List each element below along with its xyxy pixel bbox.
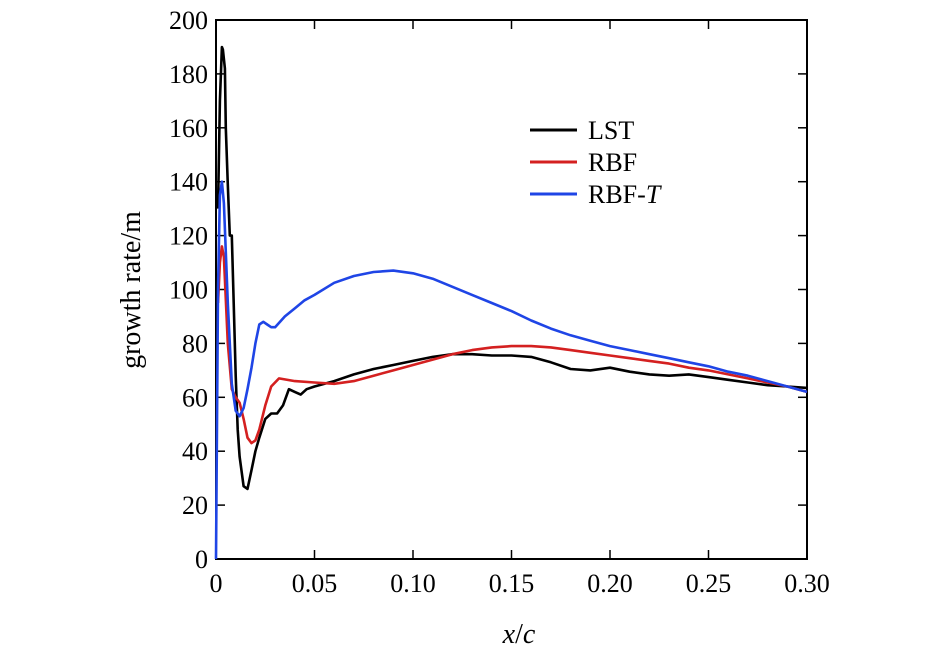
y-tick-label: 80: [182, 329, 208, 358]
x-axis-title-den: c: [523, 619, 536, 650]
y-tick-label: 160: [169, 114, 208, 143]
legend-label-main: RBF: [588, 148, 637, 177]
data-series: [214, 45, 808, 560]
legend-label-rbf: RBF: [588, 148, 637, 177]
legend-label-main: RBF-: [588, 180, 646, 209]
series-line-rbf-t: [214, 180, 808, 560]
y-tick-label: 20: [182, 491, 208, 520]
legend-label-rbf-t: RBF-T: [588, 180, 662, 209]
legend-label-main: LST: [588, 116, 634, 145]
x-tick-label: 0.10: [390, 569, 436, 598]
x-tick-label: 0.15: [489, 569, 535, 598]
series-line-lst: [216, 45, 808, 491]
legend-label-suffix: T: [646, 180, 662, 209]
axis-ticks: [215, 19, 808, 560]
y-tick-label: 180: [169, 60, 208, 89]
x-axis-title-var: x: [502, 619, 516, 650]
y-tick-label: 120: [169, 222, 208, 251]
x-tick-label: 0.30: [784, 569, 830, 598]
tick-labels: 0 0.05 0.10 0.15 0.20 0.25 0.30 0 20 40 60 80 100 120…: [169, 6, 830, 598]
y-tick-label: 40: [182, 437, 208, 466]
x-axis-title: x/c: [502, 619, 536, 650]
y-tick-label: 100: [169, 276, 208, 305]
y-tick-label: 0: [195, 545, 208, 574]
legend-label-lst: LST: [588, 116, 634, 145]
x-tick-label: 0.20: [587, 569, 633, 598]
legend: LST RBF RBF-T: [530, 116, 662, 209]
y-tick-label: 140: [169, 168, 208, 197]
x-tick-label: 0: [210, 569, 223, 598]
y-tick-label: 200: [169, 6, 208, 35]
x-axis-title-sep: /: [515, 619, 523, 650]
plot-border: [215, 19, 808, 560]
y-axis-title: growth rate/m: [116, 211, 147, 369]
x-tick-label: 0.05: [292, 569, 338, 598]
plot-area: [215, 19, 808, 560]
y-tick-label: 60: [182, 383, 208, 412]
series-line-rbf: [216, 245, 808, 445]
x-tick-label: 0.25: [686, 569, 732, 598]
